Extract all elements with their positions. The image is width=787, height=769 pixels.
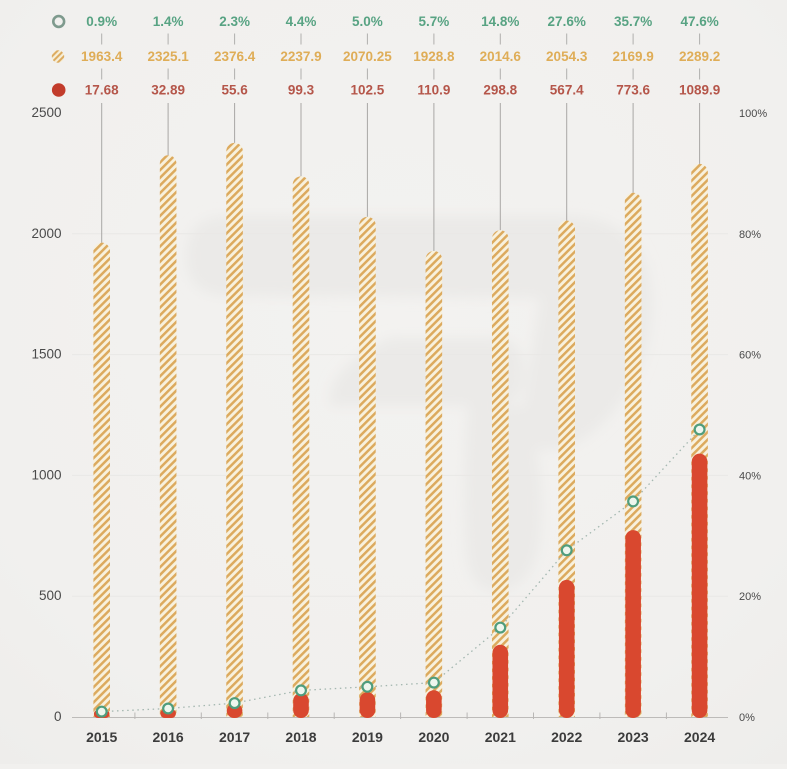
svg-text:17.68: 17.68 (85, 83, 119, 98)
svg-text:40%: 40% (739, 470, 761, 482)
svg-text:2024: 2024 (684, 729, 715, 745)
svg-text:2014.6: 2014.6 (480, 49, 522, 64)
svg-text:1928.8: 1928.8 (413, 49, 455, 64)
svg-text:2237.9: 2237.9 (280, 49, 321, 64)
svg-text:2022: 2022 (551, 729, 582, 745)
svg-text:99.3: 99.3 (288, 83, 315, 98)
svg-text:60%: 60% (739, 350, 761, 362)
svg-text:2017: 2017 (219, 729, 250, 745)
svg-text:2016: 2016 (153, 729, 184, 745)
svg-text:110.9: 110.9 (417, 83, 450, 98)
svg-text:1963.4: 1963.4 (81, 49, 123, 64)
svg-text:2023: 2023 (618, 729, 649, 745)
svg-text:47.6%: 47.6% (680, 14, 718, 29)
svg-text:4.4%: 4.4% (286, 14, 317, 29)
svg-text:2289.2: 2289.2 (679, 49, 720, 64)
svg-text:2325.1: 2325.1 (147, 49, 189, 64)
svg-text:102.5: 102.5 (351, 83, 385, 98)
svg-text:0%: 0% (739, 712, 755, 724)
svg-text:14.8%: 14.8% (481, 14, 519, 29)
svg-text:567.4: 567.4 (550, 83, 584, 98)
svg-text:2015: 2015 (86, 729, 117, 745)
svg-text:35.7%: 35.7% (614, 14, 652, 29)
svg-text:298.8: 298.8 (483, 83, 517, 98)
svg-text:2500: 2500 (31, 105, 61, 120)
svg-text:32.89: 32.89 (151, 83, 185, 98)
svg-text:2054.3: 2054.3 (546, 49, 588, 64)
svg-text:27.6%: 27.6% (548, 14, 586, 29)
svg-text:0: 0 (54, 709, 62, 724)
svg-text:1000: 1000 (31, 467, 61, 482)
svg-text:1089.9: 1089.9 (679, 83, 720, 98)
svg-text:2021: 2021 (485, 729, 516, 745)
svg-text:55.6: 55.6 (221, 83, 248, 98)
svg-text:80%: 80% (739, 229, 761, 241)
svg-text:100%: 100% (739, 108, 767, 120)
svg-text:2169.9: 2169.9 (612, 49, 653, 64)
svg-text:2020: 2020 (418, 729, 449, 745)
svg-text:2019: 2019 (352, 729, 383, 745)
svg-text:2376.4: 2376.4 (214, 49, 256, 64)
svg-text:1500: 1500 (31, 347, 61, 362)
svg-text:0.9%: 0.9% (86, 14, 117, 29)
svg-text:1.4%: 1.4% (153, 14, 184, 29)
svg-text:20%: 20% (739, 591, 761, 603)
svg-text:773.6: 773.6 (616, 83, 650, 98)
svg-text:2018: 2018 (285, 729, 316, 745)
svg-text:2.3%: 2.3% (219, 14, 250, 29)
svg-text:2000: 2000 (31, 226, 61, 241)
svg-text:5.7%: 5.7% (419, 14, 450, 29)
svg-text:5.0%: 5.0% (352, 14, 383, 29)
svg-text:2070.25: 2070.25 (343, 49, 392, 64)
svg-text:500: 500 (39, 588, 62, 603)
